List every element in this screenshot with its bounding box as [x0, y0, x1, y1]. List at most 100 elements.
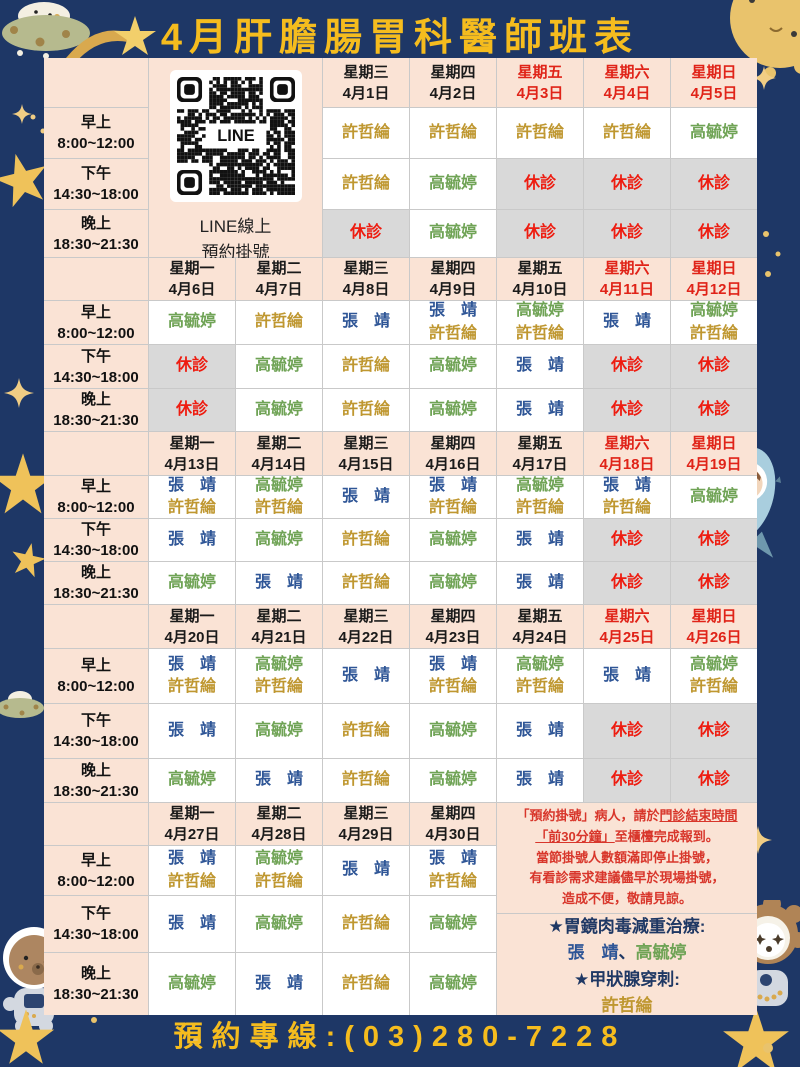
doctor-name: 高毓婷 [428, 357, 477, 375]
note-line: ★胃鏡肉毒減重治療: [548, 916, 706, 936]
doctor-name: 高毓婷 [515, 302, 564, 320]
doctor-cell: 許哲綸 [236, 301, 322, 344]
doctor-cell: 高毓婷 [410, 704, 496, 758]
doctor-name: 張 靖 [341, 487, 390, 505]
closed-cell: 休診 [671, 704, 757, 758]
closed-cell: 休診 [671, 345, 757, 388]
doctor-name: 高毓婷 [428, 914, 477, 932]
day-weekday: 星期三 [343, 607, 389, 625]
doctor-cell: 張 靖 [497, 704, 583, 758]
sparkle-star-icon [4, 378, 34, 408]
day-weekday: 星期日 [691, 434, 737, 452]
note-line: 張 靖、高毓婷 [567, 943, 687, 963]
day-header-cell: 星期一 4月13日 [149, 432, 235, 475]
day-date: 4月22日 [338, 628, 394, 646]
doctor-cell: 高毓婷 [236, 519, 322, 561]
doctor-name: 高毓婷 [428, 721, 477, 739]
closed-cell: 休診 [497, 210, 583, 257]
doctor-name: 高毓婷 [254, 400, 303, 418]
note-line: 「預約掛號」病人，請於門診結束時間 [516, 808, 738, 823]
sparkle-star-icon [12, 104, 32, 124]
time-hours: 14:30~18:00 [53, 368, 139, 386]
doctor-cell: 高毓婷 [410, 389, 496, 431]
note-line: 造成不便，敬請見諒。 [561, 891, 692, 907]
doctor-name: 高毓婷 [428, 530, 477, 548]
time-slot-cell: 晚上 18:30~21:30 [44, 389, 148, 431]
doctor-name: 張 靖 [428, 476, 477, 494]
closed-cell: 休診 [497, 159, 583, 209]
time-period: 下午 [80, 712, 111, 729]
time-slot-cell: 下午 14:30~18:00 [44, 519, 148, 561]
doctor-name: 張 靖 [341, 666, 390, 684]
corner-cell [44, 58, 148, 107]
doctor-name: 許哲綸 [167, 872, 216, 890]
doctor-cell: 張 靖 [236, 562, 322, 604]
week-block: 星期一 4月13日 星期二 4月14日 星期三 4月15日 星期四 4月16日 星期五 4月17日… [44, 432, 757, 604]
doctor-name: 高毓婷 [428, 174, 477, 192]
note-line: ★甲狀腺穿刺: [574, 969, 680, 989]
doctor-cell: 高毓婷 許哲綸 [497, 476, 583, 518]
time-slot-cell: 早上 8:00~12:00 [44, 108, 148, 158]
doctor-name: 高毓婷 [254, 721, 303, 739]
day-weekday: 星期五 [517, 260, 563, 277]
day-weekday: 星期一 [169, 607, 215, 625]
doctor-cell: 高毓婷 [410, 953, 496, 1015]
day-header-cell: 星期一 4月27日 [149, 803, 235, 845]
time-slot-cell: 下午 14:30~18:00 [44, 896, 148, 952]
closed-cell: 休診 [584, 759, 670, 802]
doctor-cell: 高毓婷 許哲綸 [236, 649, 322, 703]
doctor-cell: 高毓婷 [236, 704, 322, 758]
doctor-name: 高毓婷 [515, 655, 564, 673]
doctor-cell: 張 靖 [236, 953, 322, 1015]
time-period: 早上 [80, 657, 111, 674]
doctor-cell: 許哲綸 [323, 345, 409, 388]
doctor-name: 張 靖 [515, 573, 564, 591]
day-header-cell: 星期五 4月3日 [497, 58, 583, 107]
doctor-cell: 高毓婷 許哲綸 [497, 649, 583, 703]
time-hours: 8:00~12:00 [57, 135, 135, 152]
doctor-cell: 張 靖 [149, 704, 235, 758]
time-period: 晚上 [80, 761, 111, 779]
doctor-cell: 高毓婷 許哲綸 [236, 476, 322, 518]
note-line: 當節掛號人數額滿即停止掛號， [535, 849, 718, 865]
day-date: 4月24日 [512, 628, 568, 646]
day-header-cell: 星期日 4月19日 [671, 432, 757, 475]
mini-ufo-icon [0, 691, 44, 718]
doctor-cell: 許哲綸 [323, 562, 409, 604]
star-icon [0, 1009, 55, 1064]
day-weekday: 星期四 [430, 607, 476, 625]
day-header-cell: 星期四 4月16日 [410, 432, 496, 475]
doctor-cell: 許哲綸 [323, 108, 409, 158]
closed-cell: 休診 [671, 389, 757, 431]
day-header-cell: 星期四 4月30日 [410, 803, 496, 845]
closed-cell: 休診 [671, 519, 757, 561]
doctor-cell: 張 靖 [497, 519, 583, 561]
doctor-cell: 許哲綸 [323, 896, 409, 952]
day-header-cell: 星期四 4月2日 [410, 58, 496, 107]
week-block: 星期一 4月20日 星期二 4月21日 星期三 4月22日 星期四 4月23日 星期五 4月24日… [44, 605, 757, 802]
time-hours: 14:30~18:00 [53, 733, 139, 750]
doctor-cell: 高毓婷 [671, 108, 757, 158]
day-header-cell: 星期六 4月11日 [584, 258, 670, 300]
doctor-name: 許哲綸 [689, 678, 738, 695]
star-icon [723, 1007, 789, 1067]
doctor-cell: 張 靖 [149, 896, 235, 952]
day-weekday: 星期四 [430, 260, 476, 277]
doctor-name: 張 靖 [428, 302, 477, 320]
day-date: 4月26日 [686, 628, 742, 646]
day-weekday: 星期五 [517, 607, 563, 625]
day-weekday: 星期四 [430, 805, 476, 822]
doctor-cell: 許哲綸 [497, 108, 583, 158]
time-hours: 18:30~21:30 [53, 986, 139, 1003]
day-weekday: 星期五 [517, 434, 563, 452]
doctor-name: 許哲綸 [515, 324, 564, 342]
doctor-name: 張 靖 [602, 313, 651, 331]
time-hours: 14:30~18:00 [53, 926, 139, 943]
doctor-cell: 許哲綸 [323, 704, 409, 758]
day-date: 4月18日 [599, 455, 655, 473]
doctor-name: 高毓婷 [689, 487, 738, 505]
doctor-name: 張 靖 [254, 771, 303, 789]
doctor-cell: 張 靖 [497, 345, 583, 388]
doctor-cell: 高毓婷 [410, 562, 496, 604]
